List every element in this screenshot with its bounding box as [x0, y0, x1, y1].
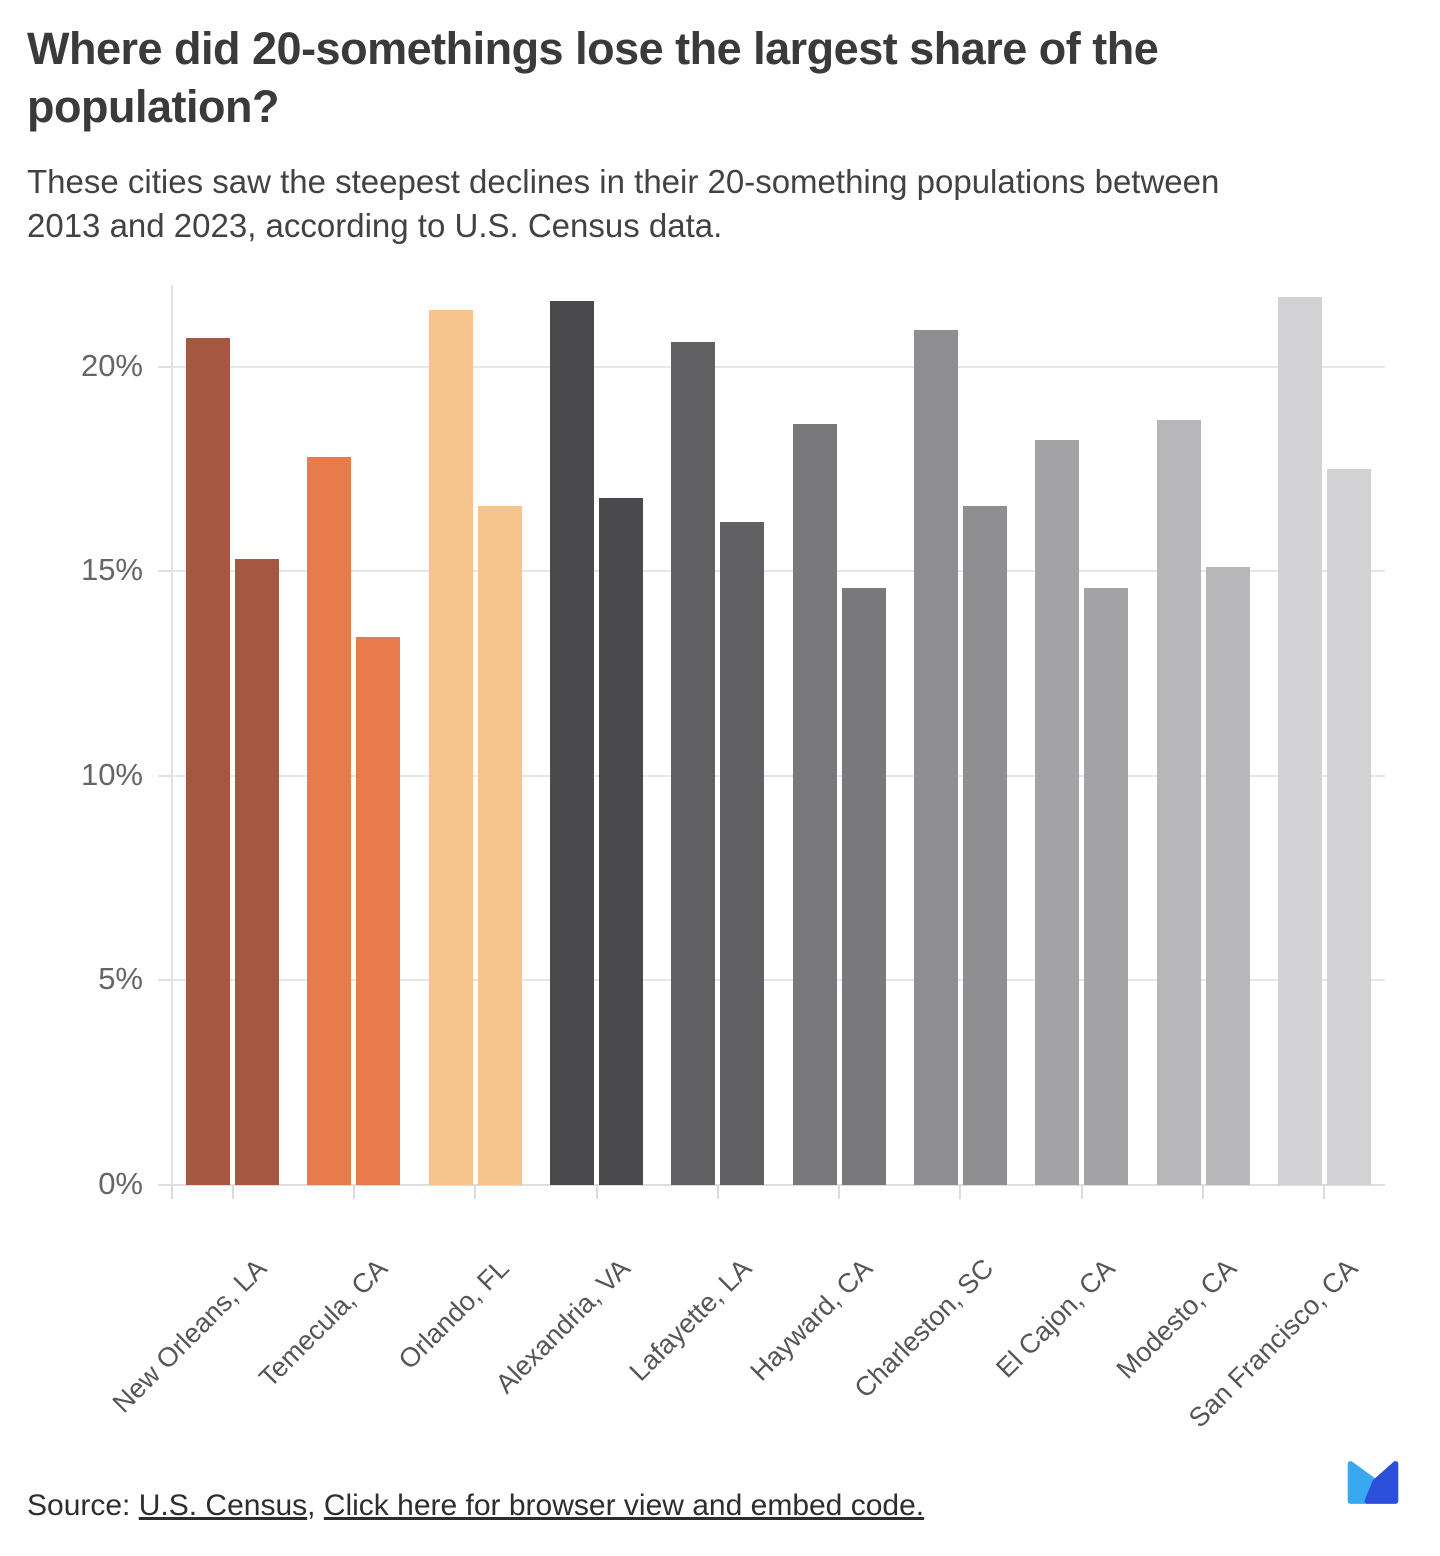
gridline-20pct — [172, 365, 1385, 368]
x-tick-modesto-ca — [1202, 1185, 1205, 1199]
bar-el-cajon-ca-2023 — [1084, 587, 1129, 1185]
x-tick-el-cajon-ca — [1080, 1185, 1083, 1199]
x-tick-new-orleans-la — [231, 1185, 234, 1199]
bar-new-orleans-la-2013 — [186, 338, 231, 1185]
x-label-lafayette-la: Lafayette, LA — [623, 1253, 758, 1387]
bar-lafayette-la-2023 — [720, 522, 765, 1185]
x-tick-temecula-ca — [352, 1185, 355, 1199]
y-tick-20pct — [158, 365, 172, 368]
bar-el-cajon-ca-2013 — [1035, 440, 1080, 1185]
x-tick-orlando-fl — [474, 1185, 477, 1199]
x-label-temecula-ca: Temecula, CA — [253, 1253, 394, 1394]
bar-orlando-fl-2023 — [477, 505, 522, 1185]
bar-charleston-sc-2013 — [913, 330, 958, 1185]
bar-temecula-ca-2023 — [356, 636, 401, 1185]
chart-subtitle: These cities saw the steepest declines i… — [27, 163, 1220, 244]
x-label-hayward-ca: Hayward, CA — [744, 1253, 879, 1387]
source-link[interactable]: U.S. Census — [138, 1489, 308, 1522]
bar-hayward-ca-2023 — [841, 587, 886, 1185]
gridline-10pct — [172, 774, 1385, 777]
y-axis-line — [171, 285, 173, 1186]
bar-new-orleans-la-2023 — [235, 559, 280, 1185]
x-axis-edge-tick — [171, 1185, 173, 1199]
bar-chart-plot-area: 0% 5% 10% 15% 20% New Orleans, LA Temecula, CA… — [81, 285, 1385, 1433]
gridline-0pct — [172, 1184, 1385, 1186]
x-label-el-cajon-ca: El Cajon, CA — [990, 1253, 1121, 1384]
bar-alexandria-va-2023 — [599, 497, 644, 1185]
y-axis-label-15pct: 15% — [80, 552, 143, 588]
publisher-m-logo-icon[interactable] — [1346, 1460, 1400, 1506]
source-prefix: Source: — [27, 1489, 139, 1522]
bar-hayward-ca-2013 — [792, 424, 837, 1185]
y-tick-5pct — [158, 979, 172, 982]
y-axis-label-0pct: 0% — [98, 1166, 143, 1201]
y-axis-label-5pct: 5% — [98, 961, 143, 997]
y-tick-10pct — [158, 774, 172, 777]
x-label-orlando-fl: Orlando, FL — [392, 1253, 515, 1376]
source-separator: , — [307, 1489, 324, 1522]
x-tick-hayward-ca — [838, 1185, 841, 1199]
bar-charleston-sc-2023 — [962, 505, 1007, 1185]
x-tick-charleston-sc — [959, 1185, 962, 1199]
chart-title: Where did 20-somethings lose the largest… — [27, 23, 1159, 132]
source-line: Source: U.S. Census, Click here for brow… — [27, 1489, 924, 1523]
y-axis-label-20pct: 20% — [80, 347, 143, 383]
x-tick-alexandria-va — [595, 1185, 598, 1199]
gridline-5pct — [172, 979, 1385, 982]
bar-modesto-ca-2023 — [1205, 567, 1250, 1185]
x-tick-lafayette-la — [716, 1185, 719, 1199]
gridline-15pct — [172, 570, 1385, 573]
embed-link[interactable]: Click here for browser view and embed co… — [323, 1489, 925, 1522]
bar-alexandria-va-2013 — [550, 301, 595, 1185]
bar-san-francisco-ca-2023 — [1326, 469, 1371, 1185]
y-axis-label-10pct: 10% — [80, 756, 143, 792]
bar-temecula-ca-2013 — [307, 456, 352, 1185]
x-label-modesto-ca: Modesto, CA — [1110, 1253, 1243, 1385]
x-label-new-orleans-la: New Orleans, LA — [106, 1253, 272, 1419]
y-tick-15pct — [158, 570, 172, 573]
x-tick-san-francisco-ca — [1323, 1185, 1326, 1199]
bar-lafayette-la-2013 — [671, 342, 716, 1185]
y-tick-0pct — [158, 1184, 172, 1186]
bar-modesto-ca-2013 — [1156, 420, 1201, 1185]
bar-san-francisco-ca-2013 — [1277, 297, 1322, 1185]
bar-orlando-fl-2013 — [428, 309, 473, 1185]
